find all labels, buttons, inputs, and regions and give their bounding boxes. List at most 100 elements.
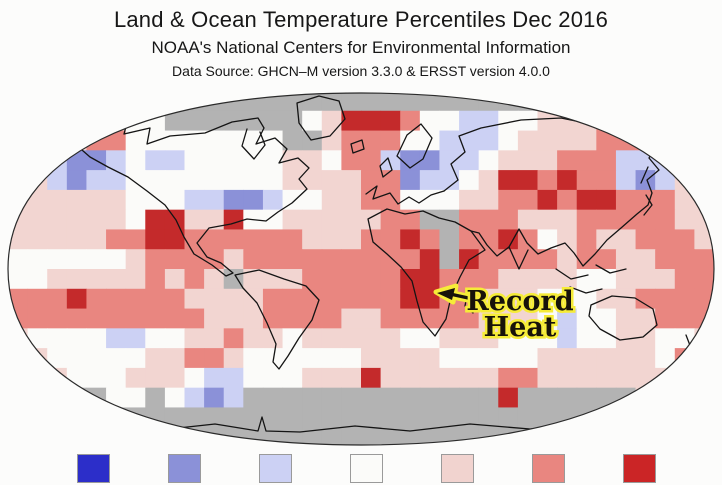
grid-cell — [439, 189, 460, 211]
grid-cell — [341, 110, 362, 132]
grid-cell — [380, 150, 401, 171]
grid-cell — [86, 288, 107, 310]
grid-cell — [557, 328, 578, 349]
grid-cell — [184, 209, 205, 230]
grid-cell — [321, 150, 342, 171]
grid-cell — [635, 407, 656, 428]
grid-cell — [517, 328, 538, 349]
grid-cell — [164, 407, 185, 428]
grid-cell — [439, 93, 460, 112]
grid-cell — [66, 407, 87, 428]
coast-hudson-bay — [241, 128, 266, 160]
grid-cell — [596, 269, 617, 290]
grid-cell — [184, 288, 205, 310]
grid-cell — [419, 209, 440, 230]
grid-cell — [86, 170, 107, 191]
grid-cell — [361, 170, 382, 191]
grid-cell — [439, 229, 460, 250]
grid-cell — [380, 387, 401, 408]
grid-cell — [184, 367, 205, 389]
grid-cell — [106, 269, 127, 290]
grid-cell — [243, 130, 264, 151]
grid-cell — [47, 407, 68, 428]
grid-cell — [145, 288, 166, 310]
grid-cell — [47, 229, 68, 250]
grid-cell — [576, 328, 597, 349]
grid-cell — [498, 269, 519, 290]
grid-cell — [223, 288, 244, 310]
grid-cell — [262, 130, 284, 151]
grid-cell — [635, 308, 656, 329]
grid-cell — [439, 249, 460, 270]
grid-cell — [223, 189, 244, 211]
grid-cell — [439, 427, 460, 445]
grid-cell — [655, 308, 676, 329]
legend-swatch-dark-blue — [77, 454, 110, 483]
grid-cell — [321, 387, 342, 408]
grid-cell — [517, 110, 538, 132]
grid-cell — [576, 110, 597, 132]
grid-cell — [223, 328, 244, 349]
grid-cell — [478, 130, 499, 151]
grid-cell — [517, 387, 538, 408]
grid-cell — [459, 93, 480, 112]
grid-cell — [557, 130, 578, 151]
grid-cell — [439, 367, 460, 389]
grid-cell — [341, 407, 362, 428]
grid-cell — [106, 150, 127, 171]
grid-cell — [204, 308, 225, 329]
grid-cell — [361, 150, 382, 171]
grid-cell — [204, 288, 225, 310]
world-map-container: Record Heat — [0, 91, 722, 449]
grid-cell — [106, 308, 127, 329]
grid-cell — [400, 170, 421, 191]
grid-cell — [66, 269, 87, 290]
grid-cell — [184, 150, 205, 171]
grid-cell — [596, 229, 617, 250]
grid-cell — [498, 150, 519, 171]
grid-cell — [106, 387, 127, 408]
grid-cell — [517, 150, 538, 171]
grid-cell — [66, 110, 87, 132]
grid-cell — [125, 308, 146, 329]
grid-cell — [674, 288, 695, 310]
grid-cell — [478, 269, 499, 290]
grid-cell — [223, 348, 244, 369]
grid-cell — [86, 93, 107, 112]
grid-cell — [478, 229, 499, 250]
grid-cell — [106, 348, 127, 369]
grid-cell — [321, 249, 342, 270]
grid-cell — [302, 209, 323, 230]
grid-cell — [125, 348, 146, 369]
grid-cell — [615, 407, 637, 428]
grid-cell — [478, 189, 499, 211]
grid-cell — [361, 387, 382, 408]
grid-cell — [86, 427, 107, 445]
grid-cell — [517, 308, 538, 329]
grid-cell — [361, 93, 382, 112]
grid-cell — [635, 170, 656, 191]
grid-cell — [321, 328, 342, 349]
grid-cell — [498, 348, 519, 369]
grid-cell — [517, 189, 538, 211]
grid-cell — [615, 269, 637, 290]
grid-cell — [400, 328, 421, 349]
grid-cell — [262, 209, 284, 230]
grid-cell — [47, 328, 68, 349]
grid-cell — [615, 93, 637, 112]
grid-cell — [223, 130, 244, 151]
grid-cell — [47, 209, 68, 230]
annotation-line2: Heat — [484, 312, 557, 343]
grid-cell — [164, 229, 185, 250]
grid-cell — [243, 367, 264, 389]
grid-cell — [478, 367, 499, 389]
grid-cell — [655, 189, 676, 211]
grid-cell — [537, 288, 558, 310]
grid-cell — [400, 387, 421, 408]
grid-cell — [302, 387, 323, 408]
coast-south-america — [234, 269, 320, 370]
grid-cell — [596, 110, 617, 132]
grid-cell — [86, 328, 107, 349]
grid-cell — [125, 249, 146, 270]
grid-cell — [321, 367, 342, 389]
